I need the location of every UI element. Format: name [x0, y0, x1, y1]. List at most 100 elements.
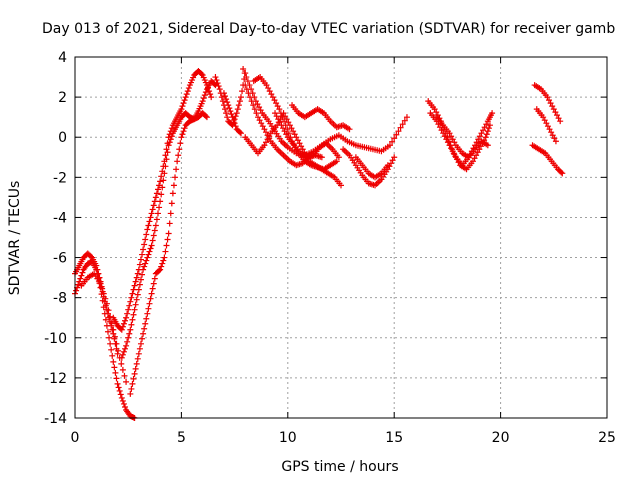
data-point	[173, 166, 180, 173]
data-point	[296, 140, 303, 147]
x-tick-label: 20	[492, 430, 510, 446]
data-point	[269, 94, 276, 101]
x-tick-label: 0	[71, 430, 80, 446]
data-point	[198, 71, 205, 78]
data-point	[237, 94, 244, 101]
data-point	[243, 74, 250, 81]
data-point	[151, 198, 158, 205]
data-point	[476, 133, 483, 140]
data-point	[134, 291, 141, 298]
data-point	[449, 148, 456, 155]
data-point	[255, 114, 262, 121]
data-point	[121, 372, 128, 379]
data-point	[484, 128, 491, 135]
data-point	[146, 218, 153, 225]
data-point	[178, 134, 185, 141]
data-point	[156, 204, 163, 211]
data-point	[156, 267, 163, 274]
data-point	[547, 100, 554, 107]
data-point	[555, 115, 562, 122]
data-point	[127, 326, 134, 333]
data-point	[142, 236, 149, 243]
data-point	[179, 131, 186, 138]
data-point	[298, 143, 305, 150]
data-point	[290, 128, 297, 135]
data-point	[333, 158, 340, 165]
series-arc-7	[212, 70, 249, 129]
data-point	[403, 114, 410, 121]
data-point	[558, 169, 565, 176]
data-point	[548, 129, 555, 136]
data-point	[485, 125, 492, 132]
data-point	[386, 142, 393, 149]
data-point	[397, 124, 404, 131]
data-point	[481, 124, 488, 131]
data-point	[164, 149, 171, 156]
data-point	[480, 127, 487, 134]
data-point	[127, 390, 134, 397]
data-point	[181, 125, 188, 132]
data-point	[222, 93, 229, 100]
data-point	[153, 190, 160, 197]
data-point	[207, 91, 214, 98]
data-point	[167, 210, 174, 217]
data-point	[142, 260, 149, 267]
data-point	[449, 136, 456, 143]
data-point	[226, 105, 233, 112]
data-point	[185, 85, 192, 92]
data-point	[104, 328, 111, 335]
data-point	[137, 256, 144, 263]
data-point	[475, 136, 482, 143]
data-point	[272, 110, 279, 117]
data-point	[273, 100, 280, 107]
data-point	[161, 170, 168, 177]
data-point	[136, 281, 143, 288]
data-point	[288, 125, 295, 132]
data-point	[126, 330, 133, 337]
data-point	[119, 366, 126, 373]
data-point	[389, 138, 396, 145]
data-point	[230, 117, 237, 124]
data-point	[149, 285, 156, 292]
data-point	[399, 121, 406, 128]
data-point	[149, 206, 156, 213]
data-point	[281, 118, 288, 125]
data-point	[132, 301, 139, 308]
data-point	[150, 280, 157, 287]
data-point	[559, 170, 566, 177]
data-point	[124, 310, 131, 317]
data-point	[553, 112, 560, 119]
data-point	[266, 88, 273, 95]
grid-lines	[75, 57, 607, 418]
series-arc-13	[272, 110, 342, 161]
data-point	[147, 295, 154, 302]
data-points	[72, 66, 566, 421]
data-point	[391, 154, 398, 161]
data-point	[120, 348, 127, 355]
data-point	[234, 106, 241, 113]
data-point	[160, 257, 167, 264]
data-point	[549, 132, 556, 139]
data-point	[150, 232, 157, 239]
data-point	[151, 275, 158, 282]
data-point	[256, 104, 263, 111]
data-point	[102, 295, 109, 302]
data-point	[245, 90, 252, 97]
data-point	[154, 186, 161, 193]
data-point	[473, 139, 480, 146]
data-point	[157, 178, 164, 185]
data-point	[107, 340, 114, 347]
data-point	[451, 151, 458, 158]
data-point	[140, 246, 147, 253]
data-point	[177, 140, 184, 147]
data-point	[163, 156, 170, 163]
data-point	[220, 90, 227, 97]
data-point	[483, 131, 490, 138]
data-point	[87, 253, 94, 260]
data-point	[474, 149, 481, 156]
data-point	[166, 220, 173, 227]
data-point	[225, 102, 232, 109]
data-point	[552, 138, 559, 145]
data-point	[243, 86, 250, 93]
data-point	[431, 106, 438, 113]
